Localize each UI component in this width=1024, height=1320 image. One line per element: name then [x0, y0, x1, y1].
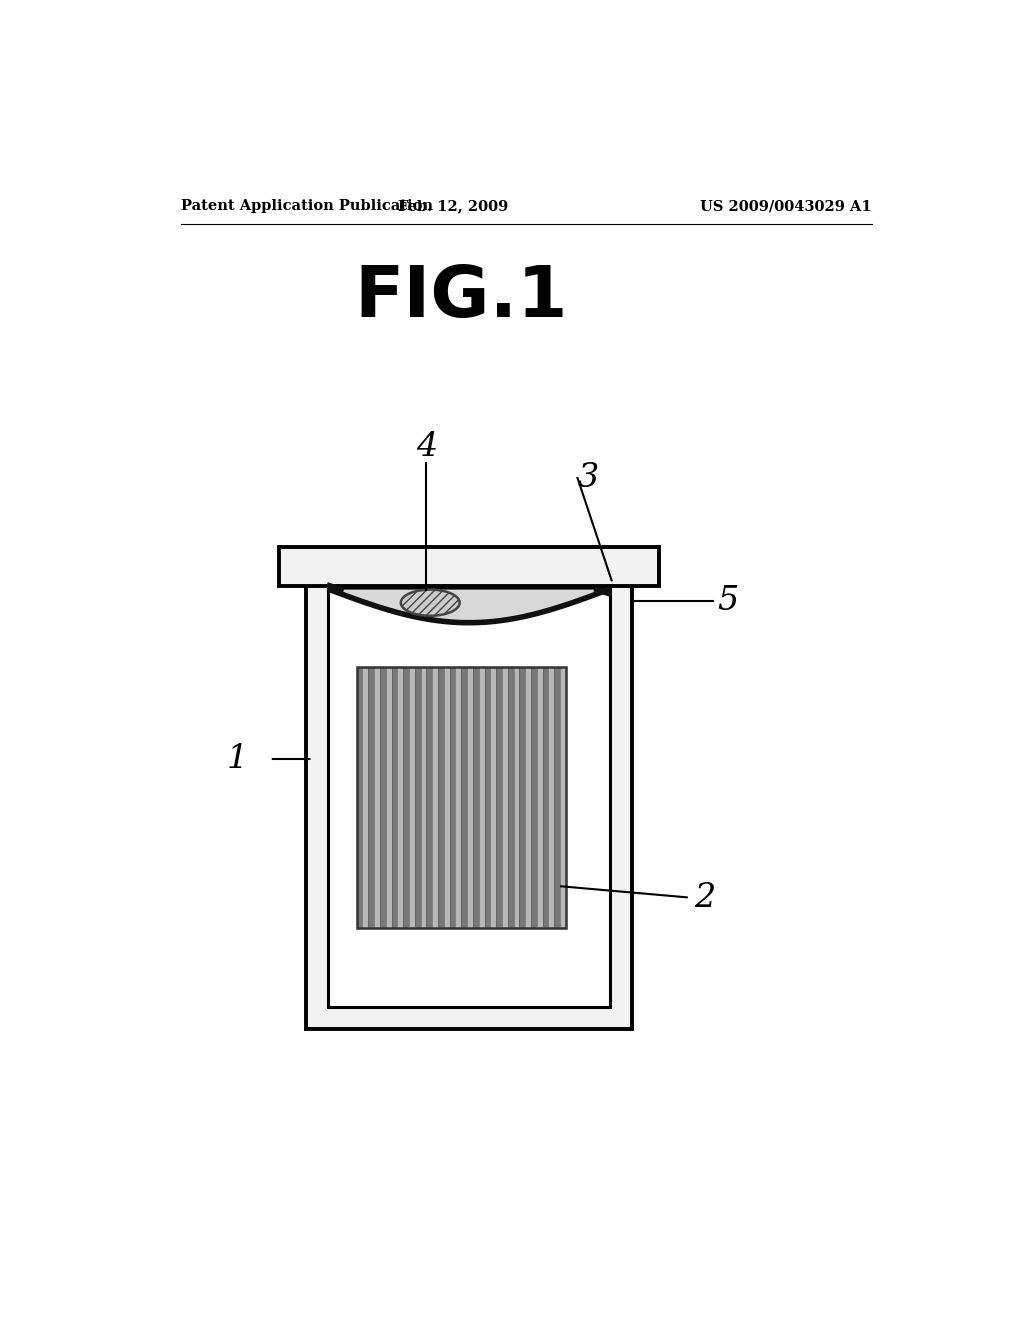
Bar [560, 667, 566, 928]
Text: 1: 1 [227, 743, 248, 775]
Bar [421, 667, 426, 928]
Bar [306, 566, 632, 1028]
Text: 5: 5 [717, 585, 738, 618]
Polygon shape [330, 590, 608, 623]
Bar [478, 667, 484, 928]
Text: Feb. 12, 2009: Feb. 12, 2009 [398, 199, 509, 213]
Bar [537, 667, 543, 928]
Bar [549, 667, 554, 928]
Bar [374, 667, 380, 928]
Bar [502, 667, 508, 928]
Bar [461, 667, 467, 928]
Text: 2: 2 [693, 882, 715, 913]
Bar [543, 667, 549, 928]
Bar [450, 667, 456, 928]
Bar [490, 667, 496, 928]
Bar [356, 667, 362, 928]
Bar [403, 667, 409, 928]
Bar [496, 667, 502, 928]
Bar [438, 667, 443, 928]
Bar [409, 667, 415, 928]
Bar [308, 549, 630, 585]
Bar [380, 667, 386, 928]
Bar [426, 667, 432, 928]
Bar [362, 667, 369, 928]
Bar [356, 667, 566, 928]
Bar [386, 667, 391, 928]
Bar [356, 667, 566, 928]
Bar [467, 667, 473, 928]
Bar [508, 667, 514, 928]
Bar [432, 667, 438, 928]
Text: 4: 4 [416, 430, 437, 462]
Bar [519, 667, 525, 928]
Bar [473, 667, 478, 928]
Bar [397, 667, 403, 928]
Bar [415, 667, 421, 928]
Ellipse shape [400, 590, 460, 616]
Bar [328, 589, 610, 1007]
Bar [531, 667, 537, 928]
Text: FIG.1: FIG.1 [354, 263, 568, 331]
Text: 3: 3 [578, 462, 599, 494]
Text: US 2009/0043029 A1: US 2009/0043029 A1 [700, 199, 872, 213]
Bar [456, 667, 461, 928]
Bar [369, 667, 374, 928]
Bar [443, 667, 450, 928]
Bar [554, 667, 560, 928]
Bar [514, 667, 519, 928]
Bar [391, 667, 397, 928]
Bar [280, 548, 658, 586]
Text: Patent Application Publication: Patent Application Publication [180, 199, 433, 213]
Bar [525, 667, 531, 928]
Bar [484, 667, 490, 928]
